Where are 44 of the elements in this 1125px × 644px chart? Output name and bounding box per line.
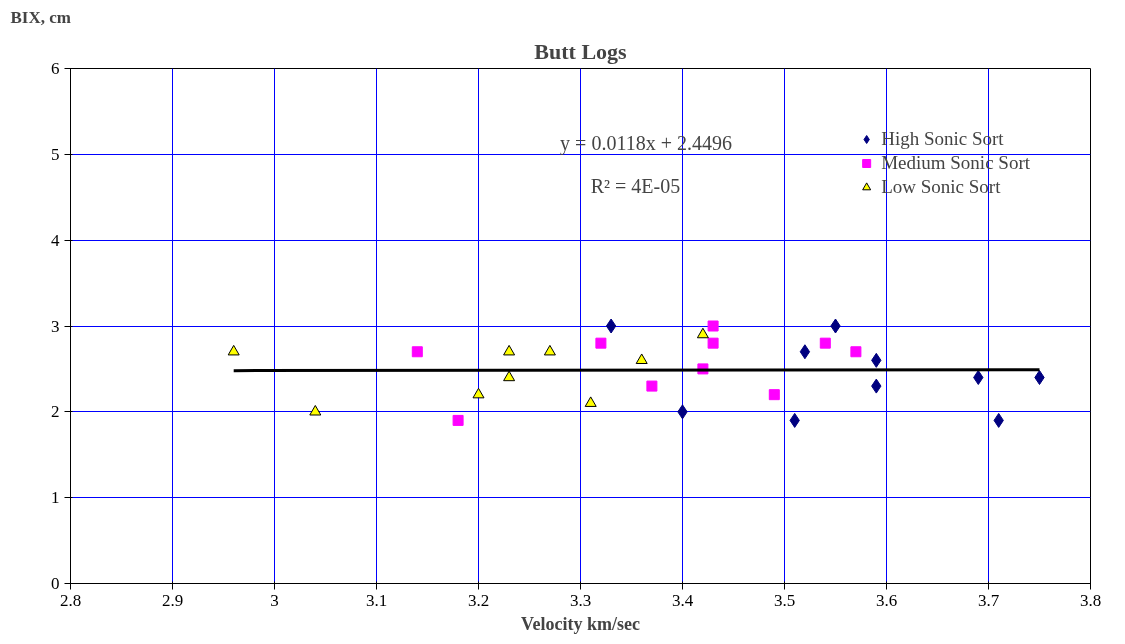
y-tick-label: 3: [51, 316, 60, 336]
y-tick-label: 2: [51, 402, 60, 422]
point: [309, 404, 322, 416]
point: [472, 387, 485, 399]
point: [635, 353, 648, 365]
x-tick-label: 3.6: [875, 590, 898, 610]
point: [411, 346, 423, 358]
x-tick-label: 3.3: [569, 590, 592, 610]
y-tick-label: 1: [51, 488, 60, 508]
chart-title: Butt Logs: [534, 38, 628, 64]
point: [605, 318, 617, 334]
x-tick-label: 3: [270, 590, 279, 610]
point: [819, 337, 831, 349]
annotation: R² = 4E-05: [590, 175, 681, 198]
point: [799, 344, 811, 360]
point: [584, 396, 597, 407]
x-tick-label: 3.7: [977, 590, 1000, 610]
point: [452, 414, 464, 426]
point: [973, 370, 984, 385]
x-tick-label: 2.8: [59, 590, 82, 610]
y-axis-title: BIX, cm: [10, 7, 71, 27]
point: [503, 344, 516, 356]
point: [595, 337, 607, 349]
x-axis-title: Velocity km/sec: [521, 613, 640, 634]
point: [850, 346, 862, 358]
y-tick-label: 5: [51, 144, 60, 164]
y-tick-label: 6: [51, 59, 60, 78]
point: [503, 370, 516, 382]
x-tick-label: 3.2: [467, 590, 490, 610]
x-tick-label: 3.1: [365, 590, 388, 610]
point: [707, 320, 719, 332]
point: [768, 389, 780, 401]
point: [1034, 370, 1045, 385]
point: [646, 380, 658, 392]
point: [707, 337, 719, 349]
y-tick-label: 0: [51, 574, 60, 593]
x-tick-label: 2.9: [161, 590, 184, 610]
x-tick-label: 3.4: [671, 590, 694, 610]
point: [227, 344, 240, 356]
x-tick-label: 3.8: [1079, 590, 1102, 610]
point: [543, 344, 556, 356]
point: [696, 327, 709, 339]
x-tick-label: 3.5: [773, 590, 796, 610]
y-tick-label: 4: [51, 230, 60, 250]
